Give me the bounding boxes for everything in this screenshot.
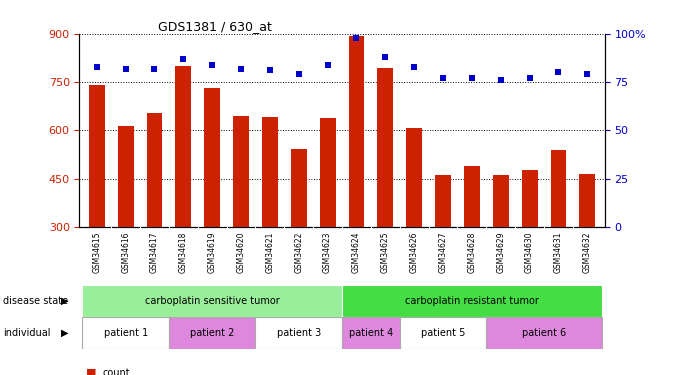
Bar — [493, 175, 509, 227]
Text: GSM34623: GSM34623 — [323, 231, 332, 273]
Text: GSM34617: GSM34617 — [150, 231, 159, 273]
Point — [207, 62, 218, 68]
Bar — [117, 126, 133, 227]
Text: GSM34630: GSM34630 — [525, 231, 534, 273]
Point — [293, 71, 304, 77]
Bar — [82, 285, 342, 317]
Point — [351, 34, 362, 40]
Bar — [320, 118, 336, 227]
Text: GSM34629: GSM34629 — [496, 231, 505, 273]
Text: GSM34622: GSM34622 — [294, 231, 303, 273]
Bar — [169, 317, 256, 349]
Point — [178, 56, 189, 62]
Bar — [486, 317, 602, 349]
Point — [236, 66, 247, 72]
Point — [524, 75, 535, 81]
Point — [408, 64, 419, 70]
Point — [91, 64, 102, 70]
Bar — [342, 285, 602, 317]
Bar — [205, 88, 220, 227]
Point — [120, 66, 131, 72]
Bar — [348, 36, 364, 227]
Bar — [146, 112, 162, 227]
Text: patient 3: patient 3 — [276, 328, 321, 338]
Text: GSM34615: GSM34615 — [93, 231, 102, 273]
Bar — [256, 317, 342, 349]
Text: patient 6: patient 6 — [522, 328, 566, 338]
Text: ▶: ▶ — [61, 328, 68, 338]
Text: individual: individual — [3, 328, 51, 338]
Bar — [262, 117, 278, 227]
Text: GSM34632: GSM34632 — [583, 231, 591, 273]
Text: GSM34626: GSM34626 — [410, 231, 419, 273]
Text: GSM34624: GSM34624 — [352, 231, 361, 273]
Bar — [377, 68, 393, 227]
Text: GSM34621: GSM34621 — [265, 231, 274, 273]
Text: GSM34631: GSM34631 — [554, 231, 563, 273]
Point — [495, 77, 507, 83]
Bar — [579, 174, 595, 227]
Text: patient 5: patient 5 — [421, 328, 465, 338]
Bar — [522, 170, 538, 227]
Text: patient 2: patient 2 — [190, 328, 234, 338]
Bar — [342, 317, 400, 349]
Text: ▶: ▶ — [61, 296, 68, 306]
Bar — [400, 317, 486, 349]
Bar — [291, 148, 307, 227]
Text: GSM34620: GSM34620 — [236, 231, 245, 273]
Bar — [551, 150, 567, 227]
Point — [437, 75, 448, 81]
Point — [466, 75, 477, 81]
Text: carboplatin sensitive tumor: carboplatin sensitive tumor — [145, 296, 280, 306]
Point — [265, 68, 276, 74]
Text: carboplatin resistant tumor: carboplatin resistant tumor — [405, 296, 539, 306]
Point — [553, 69, 564, 75]
Text: GDS1381 / 630_at: GDS1381 / 630_at — [158, 20, 272, 33]
Bar — [82, 317, 169, 349]
Point — [582, 71, 593, 77]
Text: GSM34628: GSM34628 — [467, 231, 476, 273]
Bar — [233, 116, 249, 227]
Text: GSM34619: GSM34619 — [208, 231, 217, 273]
Bar — [176, 66, 191, 227]
Bar — [406, 128, 422, 227]
Bar — [435, 175, 451, 227]
Text: ■: ■ — [86, 368, 97, 375]
Point — [149, 66, 160, 72]
Point — [322, 62, 333, 68]
Text: GSM34625: GSM34625 — [381, 231, 390, 273]
Text: GSM34616: GSM34616 — [121, 231, 130, 273]
Text: disease state: disease state — [3, 296, 68, 306]
Point — [380, 54, 391, 60]
Bar — [89, 85, 105, 227]
Text: patient 4: patient 4 — [349, 328, 393, 338]
Text: GSM34618: GSM34618 — [179, 231, 188, 273]
Text: patient 1: patient 1 — [104, 328, 148, 338]
Text: count: count — [102, 368, 130, 375]
Bar — [464, 166, 480, 227]
Text: GSM34627: GSM34627 — [439, 231, 448, 273]
